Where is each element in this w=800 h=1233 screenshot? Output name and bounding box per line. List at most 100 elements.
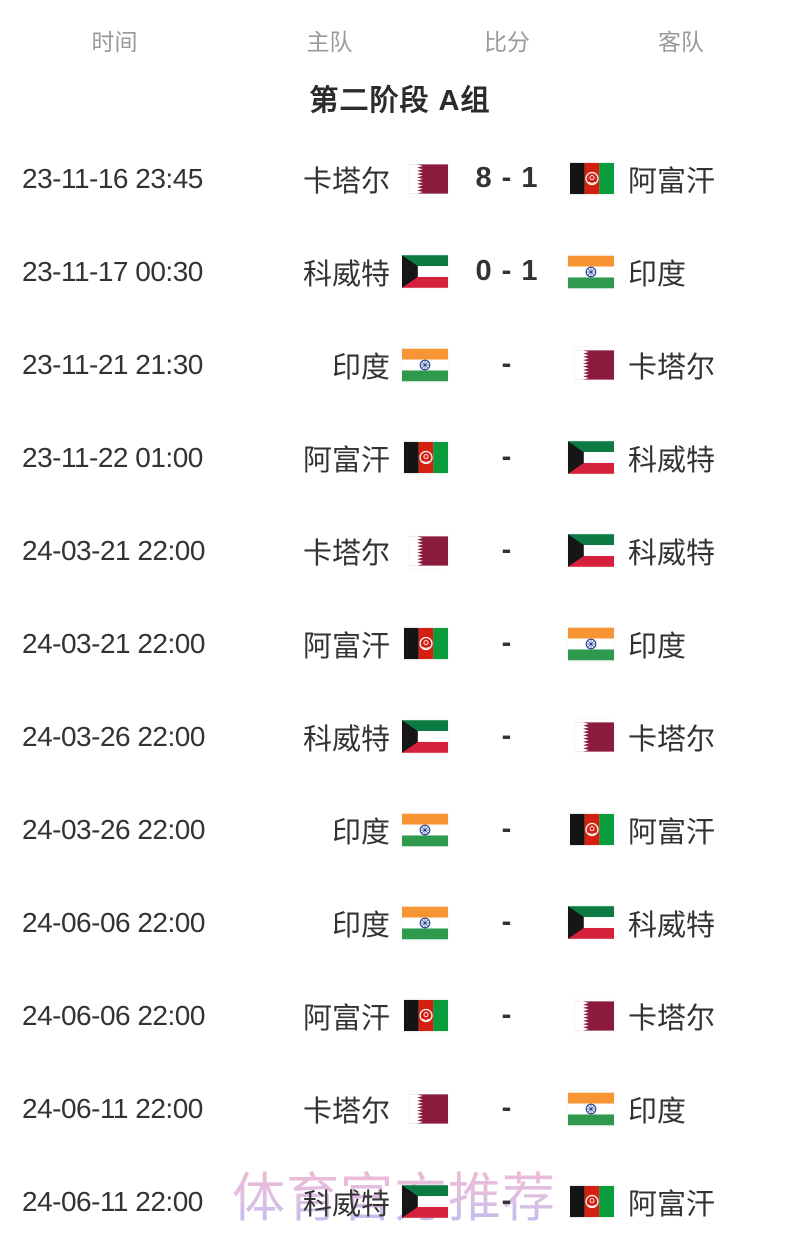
away-team: 卡塔尔 [562, 344, 800, 386]
match-row[interactable]: 24-06-06 22:00 印度 - 科威特 [0, 876, 800, 969]
away-team: 阿富汗 [562, 1181, 800, 1223]
match-row[interactable]: 24-03-26 22:00 科威特 - 卡塔尔 [0, 690, 800, 783]
home-team: 卡塔尔 [207, 530, 452, 572]
away-team-name: 卡塔尔 [628, 351, 716, 384]
home-team: 卡塔尔 [207, 158, 452, 200]
home-team-name: 印度 [331, 909, 390, 942]
away-team-name: 科威特 [628, 444, 716, 477]
match-time: 24-06-06 22:00 [22, 906, 205, 938]
column-header-away: 客队 [658, 29, 704, 55]
match-row[interactable]: 23-11-16 23:45 卡塔尔 8 - 1 阿富汗 [0, 132, 800, 225]
away-team: 印度 [562, 623, 800, 665]
match-score: - [501, 999, 513, 1031]
match-time: 24-03-21 22:00 [22, 534, 205, 566]
match-score: - [501, 1092, 513, 1124]
afghanistan-flag-icon [568, 1185, 614, 1218]
kuwait-flag-icon [568, 906, 614, 939]
home-team-name: 卡塔尔 [302, 1095, 390, 1128]
qatar-flag-icon [568, 719, 614, 755]
home-team: 印度 [207, 902, 452, 944]
match-time: 23-11-17 00:30 [22, 255, 203, 287]
qatar-flag-icon [402, 533, 448, 569]
match-score: - [501, 534, 513, 566]
match-time: 24-06-11 22:00 [22, 1185, 203, 1217]
india-flag-icon [568, 1092, 614, 1126]
match-row[interactable]: 24-06-06 22:00 阿富汗 - 卡塔尔 [0, 969, 800, 1062]
match-row[interactable]: 24-03-21 22:00 卡塔尔 - 科威特 [0, 504, 800, 597]
kuwait-flag-icon [568, 534, 614, 567]
away-team-name: 阿富汗 [628, 816, 716, 849]
home-team-name: 阿富汗 [302, 1002, 390, 1035]
away-team: 卡塔尔 [562, 716, 800, 758]
home-team: 印度 [207, 809, 452, 851]
afghanistan-flag-icon [568, 813, 614, 846]
away-team-name: 阿富汗 [628, 1188, 716, 1221]
table-header: 时间 主队 比分 客队 [0, 0, 800, 72]
away-team: 科威特 [562, 530, 800, 572]
qatar-flag-icon [568, 998, 614, 1034]
home-team-name: 阿富汗 [302, 630, 390, 663]
home-team: 卡塔尔 [207, 1088, 452, 1130]
match-time: 24-03-26 22:00 [22, 813, 205, 845]
india-flag-icon [402, 348, 448, 382]
home-team: 科威特 [207, 251, 452, 293]
away-team: 卡塔尔 [562, 995, 800, 1037]
match-score: - [501, 813, 513, 845]
home-team-name: 卡塔尔 [302, 537, 390, 570]
home-team: 印度 [207, 344, 452, 386]
match-score: 0 - 1 [475, 255, 539, 287]
match-row[interactable]: 23-11-17 00:30 科威特 0 - 1 印度 [0, 225, 800, 318]
match-score: - [501, 348, 513, 380]
qatar-flag-icon [402, 1091, 448, 1127]
match-time: 24-03-21 22:00 [22, 627, 205, 659]
home-team: 阿富汗 [207, 623, 452, 665]
match-score: - [501, 627, 513, 659]
away-team: 科威特 [562, 437, 800, 479]
home-team-name: 科威特 [302, 1188, 390, 1221]
away-team-name: 印度 [628, 1095, 687, 1128]
match-row[interactable]: 24-06-11 22:00 卡塔尔 - 印度 [0, 1062, 800, 1155]
match-row[interactable]: 24-06-11 22:00 科威特 - 阿富汗 [0, 1155, 800, 1233]
home-team-name: 科威特 [302, 723, 390, 756]
afghanistan-flag-icon [402, 999, 448, 1032]
away-team: 阿富汗 [562, 158, 800, 200]
match-row[interactable]: 23-11-22 01:00 阿富汗 - 科威特 [0, 411, 800, 504]
match-time: 24-03-26 22:00 [22, 720, 205, 752]
match-row[interactable]: 24-03-26 22:00 印度 - 阿富汗 [0, 783, 800, 876]
home-team: 阿富汗 [207, 995, 452, 1037]
kuwait-flag-icon [568, 441, 614, 474]
match-list: 23-11-16 23:45 卡塔尔 8 - 1 阿富汗 23-11-17 00:30 科… [0, 132, 800, 1233]
home-team: 科威特 [207, 716, 452, 758]
qatar-flag-icon [568, 347, 614, 383]
home-team-name: 印度 [331, 816, 390, 849]
afghanistan-flag-icon [568, 162, 614, 195]
match-score: - [501, 906, 513, 938]
away-team: 阿富汗 [562, 809, 800, 851]
match-score: - [501, 1185, 513, 1217]
match-row[interactable]: 23-11-21 21:30 印度 - 卡塔尔 [0, 318, 800, 411]
match-score: - [501, 441, 513, 473]
away-team-name: 卡塔尔 [628, 1002, 716, 1035]
match-time: 23-11-22 01:00 [22, 441, 203, 473]
home-team: 科威特 [207, 1181, 452, 1223]
kuwait-flag-icon [402, 255, 448, 288]
match-score: - [501, 720, 513, 752]
afghanistan-flag-icon [402, 627, 448, 660]
away-team-name: 科威特 [628, 537, 716, 570]
match-time: 24-06-06 22:00 [22, 999, 205, 1031]
match-time: 23-11-16 23:45 [22, 162, 203, 194]
match-time: 23-11-21 21:30 [22, 348, 203, 380]
india-flag-icon [568, 255, 614, 289]
away-team: 印度 [562, 1088, 800, 1130]
india-flag-icon [402, 813, 448, 847]
india-flag-icon [568, 627, 614, 661]
india-flag-icon [402, 906, 448, 940]
away-team-name: 卡塔尔 [628, 723, 716, 756]
column-header-home: 主队 [306, 29, 353, 55]
match-time: 24-06-11 22:00 [22, 1092, 203, 1124]
away-team: 科威特 [562, 902, 800, 944]
home-team-name: 印度 [331, 351, 390, 384]
match-row[interactable]: 24-03-21 22:00 阿富汗 - 印度 [0, 597, 800, 690]
away-team-name: 阿富汗 [628, 165, 716, 198]
